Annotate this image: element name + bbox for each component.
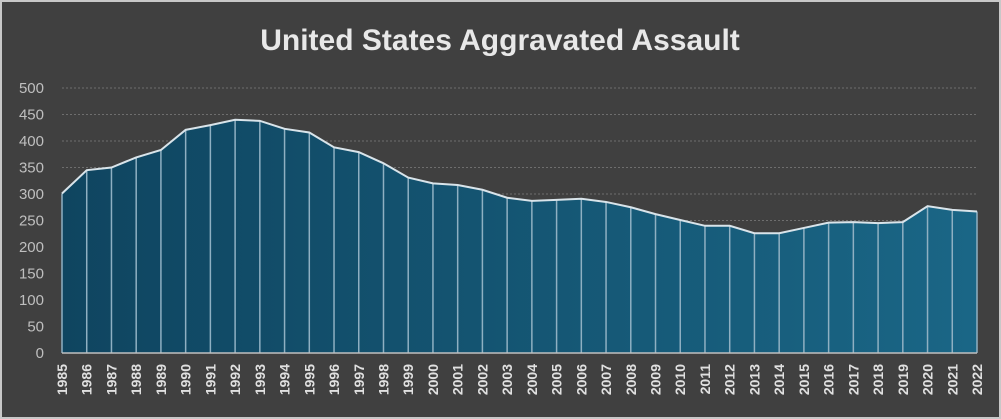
x-tick-label: 1987 xyxy=(103,364,119,395)
x-tick-label: 2008 xyxy=(623,364,639,395)
series-line xyxy=(61,118,978,235)
x-tick-label: 1998 xyxy=(375,364,391,395)
x-tick-label: 2017 xyxy=(845,364,861,395)
x-tick-label: 1991 xyxy=(202,364,218,395)
x-tick-label: 1989 xyxy=(153,364,169,395)
x-tick-label: 2015 xyxy=(796,364,812,395)
x-tick-label: 2000 xyxy=(425,364,441,395)
y-tick-label: 450 xyxy=(19,107,44,124)
y-tick-label: 100 xyxy=(19,292,44,309)
x-tick-label: 1994 xyxy=(277,364,293,395)
y-tick-label: 50 xyxy=(27,319,44,336)
x-tick-label: 1995 xyxy=(301,364,317,395)
y-tick-label: 350 xyxy=(19,160,44,177)
x-tick-label: 2014 xyxy=(771,364,787,395)
x-tick-label: 2012 xyxy=(722,364,738,395)
x-tick-label: 2020 xyxy=(920,364,936,395)
x-tick-label: 2016 xyxy=(821,364,837,395)
y-tick-label: 150 xyxy=(19,266,44,283)
x-tick-label: 1988 xyxy=(128,364,144,395)
x-tick-label: 2011 xyxy=(697,364,713,395)
x-tick-label: 2022 xyxy=(969,364,985,395)
x-tick-label: 2021 xyxy=(944,364,960,395)
x-tick-label: 2007 xyxy=(598,364,614,395)
y-tick-label: 500 xyxy=(19,80,44,97)
x-tick-label: 2006 xyxy=(573,364,589,395)
y-tick-label: 0 xyxy=(36,345,44,362)
x-tick-label: 2004 xyxy=(524,364,540,395)
x-tick-label: 1996 xyxy=(326,364,342,395)
y-tick-label: 200 xyxy=(19,239,44,256)
y-tick-label: 400 xyxy=(19,133,44,150)
x-tick-label: 2002 xyxy=(474,364,490,395)
x-tick-label: 2019 xyxy=(895,364,911,395)
x-tick-label: 1986 xyxy=(79,364,95,395)
x-tick-label: 1997 xyxy=(351,364,367,395)
x-tick-label: 2009 xyxy=(648,364,664,395)
x-tick-label: 2010 xyxy=(672,364,688,395)
x-tick-label: 2001 xyxy=(450,364,466,395)
x-tick-label: 2018 xyxy=(870,364,886,395)
x-tick-label: 2005 xyxy=(549,364,565,395)
chart-title: United States Aggravated Assault xyxy=(260,24,740,57)
x-tick-label: 2003 xyxy=(499,364,515,395)
x-tick-label: 1990 xyxy=(178,364,194,395)
x-tick-label: 1992 xyxy=(227,364,243,395)
x-tick-label: 1993 xyxy=(252,364,268,395)
x-tick-label: 2013 xyxy=(746,364,762,395)
x-tick-label: 1985 xyxy=(54,364,70,395)
y-tick-label: 300 xyxy=(19,186,44,203)
y-tick-label: 250 xyxy=(19,213,44,230)
area-fill xyxy=(62,119,977,353)
x-tick-label: 1999 xyxy=(400,364,416,395)
